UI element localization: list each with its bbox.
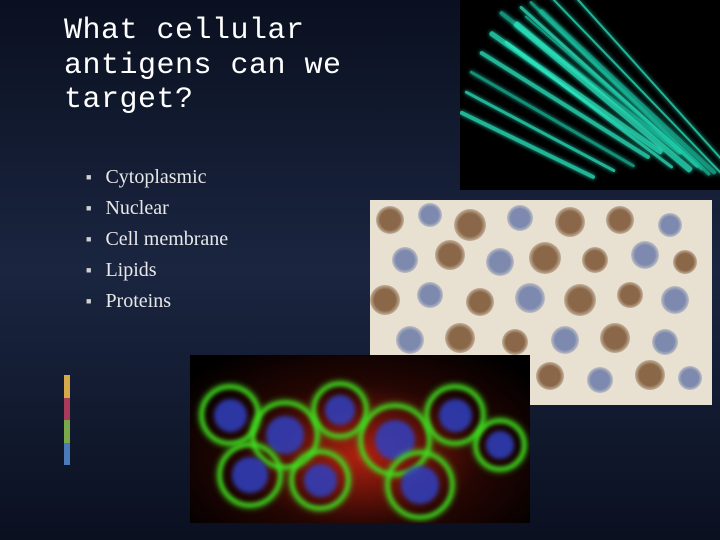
bullet-item: Cell membrane: [86, 224, 228, 255]
accent-seg-3: [64, 443, 70, 466]
bullet-item: Proteins: [86, 286, 228, 317]
bullet-list: Cytoplasmic Nuclear Cell membrane Lipids…: [86, 162, 228, 317]
accent-seg-1: [64, 398, 70, 421]
image-cytoskeleton: [460, 0, 720, 190]
slide-title: What cellular antigens can we target?: [64, 14, 384, 118]
accent-color-bar: [64, 375, 70, 465]
image-fluorescence: [190, 355, 530, 523]
accent-seg-0: [64, 375, 70, 398]
bullet-item: Cytoplasmic: [86, 162, 228, 193]
bullet-item: Lipids: [86, 255, 228, 286]
bullet-item: Nuclear: [86, 193, 228, 224]
accent-seg-2: [64, 420, 70, 443]
